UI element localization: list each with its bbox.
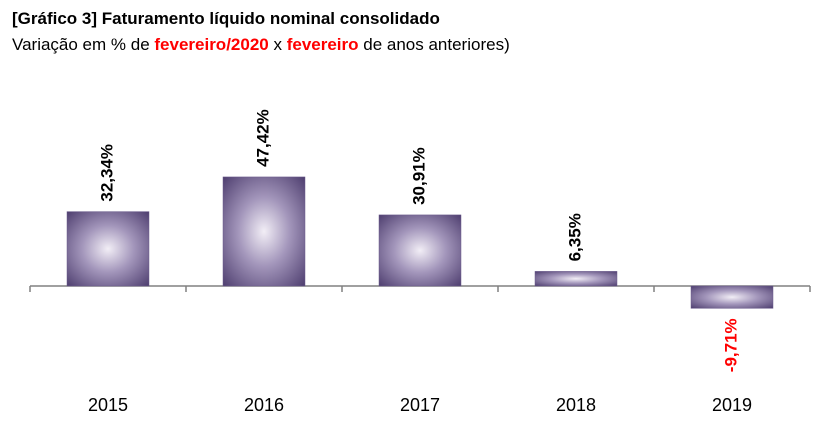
x-tick-label: 2019 — [712, 395, 752, 415]
chart-subtitle: Variação em % de fevereiro/2020 x fevere… — [12, 35, 510, 54]
subtitle-part: Variação em % de — [12, 35, 154, 54]
value-label: 30,91% — [409, 147, 428, 205]
value-label: 32,34% — [97, 144, 116, 202]
x-tick-label: 2018 — [556, 395, 596, 415]
x-tick-label: 2015 — [88, 395, 128, 415]
bar — [378, 214, 462, 287]
bar — [222, 176, 306, 287]
bar — [534, 271, 618, 287]
value-label: 47,42% — [253, 109, 272, 167]
subtitle-part: fevereiro/2020 — [154, 35, 268, 54]
bar — [66, 211, 150, 287]
x-tick-label: 2017 — [400, 395, 440, 415]
chart-title: [Gráfico 3] Faturamento líquido nominal … — [12, 9, 440, 28]
value-label: -9,71% — [721, 318, 740, 372]
bar — [690, 285, 774, 309]
x-tick-label: 2016 — [244, 395, 284, 415]
subtitle-part: x — [269, 35, 287, 54]
subtitle-part: de anos anteriores) — [359, 35, 510, 54]
value-label: 6,35% — [565, 213, 584, 261]
subtitle-part: fevereiro — [287, 35, 359, 54]
